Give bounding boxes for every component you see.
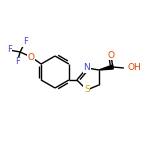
Text: F: F bbox=[15, 57, 20, 67]
Text: F: F bbox=[7, 45, 12, 55]
Text: O: O bbox=[107, 50, 114, 59]
Text: F: F bbox=[23, 38, 28, 47]
Text: OH: OH bbox=[128, 64, 142, 73]
Polygon shape bbox=[99, 65, 113, 70]
Text: O: O bbox=[28, 52, 35, 62]
Text: N: N bbox=[83, 64, 90, 73]
Text: S: S bbox=[84, 85, 90, 95]
